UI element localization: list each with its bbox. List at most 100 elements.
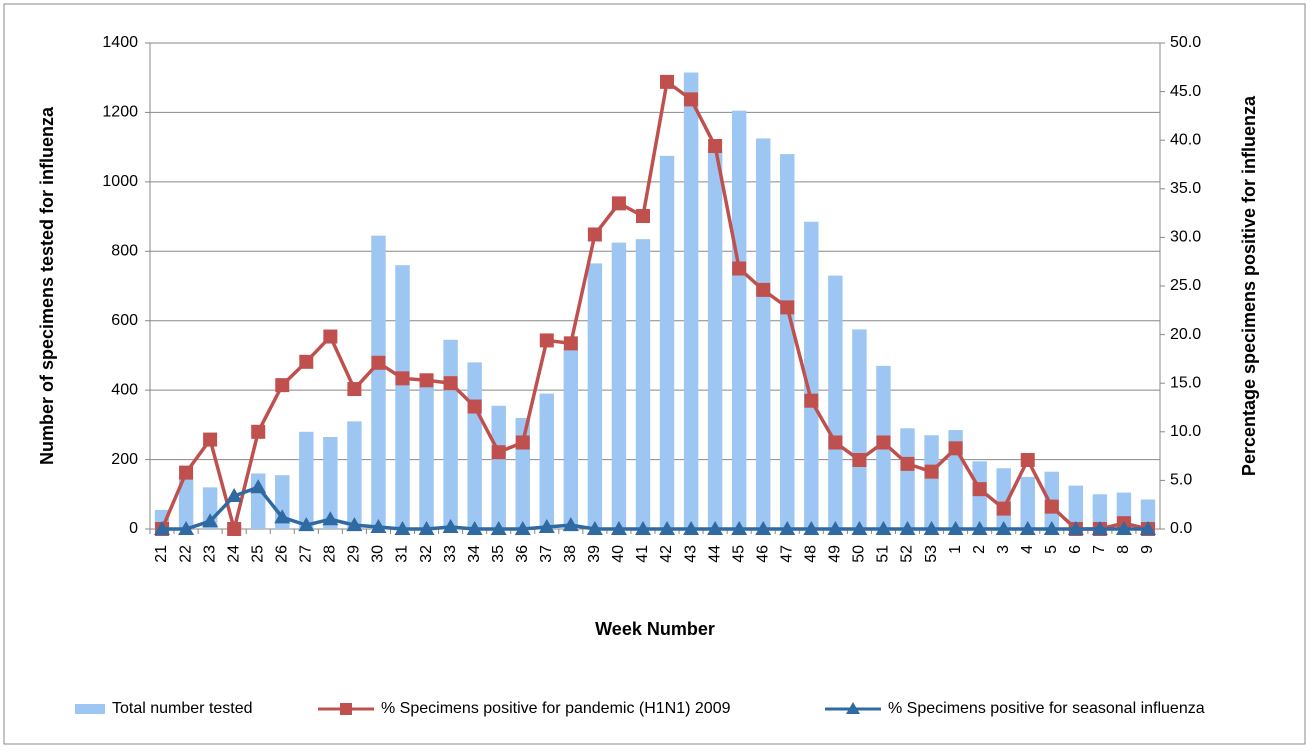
bar (780, 154, 795, 530)
marker (562, 517, 579, 532)
x-tick-label: 30 (370, 545, 387, 563)
bar (178, 476, 194, 529)
x-tick-label: 29 (346, 545, 363, 563)
x-tick-label: 49 (827, 545, 844, 563)
x-tick-label: 2 (971, 545, 988, 554)
x-tick-label: 22 (177, 545, 194, 563)
bar (756, 138, 771, 529)
marker (1020, 452, 1035, 467)
marker (227, 522, 242, 536)
marker (490, 521, 507, 535)
marker (732, 261, 747, 276)
marker (708, 139, 723, 154)
bar (299, 431, 314, 529)
marker (274, 509, 291, 524)
x-tick-label: 35 (490, 545, 507, 563)
y2-tick-label: 30.0 (1170, 229, 1201, 246)
marker (948, 441, 963, 456)
marker (538, 519, 555, 534)
bar (828, 275, 843, 529)
y2-tick-label: 45.0 (1170, 83, 1201, 100)
bar (395, 265, 410, 529)
x-tick-label: 4 (1019, 545, 1036, 554)
y-tick-label: 400 (111, 381, 138, 398)
y-tick-label: 800 (111, 243, 138, 260)
x-tick-label: 3 (995, 545, 1012, 554)
marker (467, 399, 482, 414)
marker (563, 336, 578, 351)
x-tick-label: 48 (803, 545, 820, 563)
marker (900, 456, 915, 471)
x-tick-label: 51 (875, 545, 892, 563)
marker (1043, 521, 1060, 535)
marker (395, 371, 410, 386)
marker (178, 521, 195, 535)
marker (660, 74, 675, 89)
bar (371, 235, 386, 529)
x-tick-label: 37 (538, 545, 555, 563)
y2-tick-label: 50.0 (1170, 34, 1201, 51)
bar (563, 348, 579, 529)
marker (154, 521, 171, 535)
marker (202, 513, 219, 528)
y2-tick-label: 15.0 (1170, 374, 1201, 391)
marker (659, 521, 676, 535)
marker (275, 378, 290, 393)
x-axis-title: Week Number (595, 619, 715, 639)
x-tick-label: 34 (466, 545, 483, 563)
x-tick-label: 41 (634, 545, 651, 563)
marker (828, 435, 843, 450)
x-tick-label: 53 (923, 545, 940, 563)
bar (659, 155, 675, 530)
bar (852, 329, 867, 529)
x-tick-label: 26 (273, 545, 290, 563)
marker (515, 435, 530, 450)
x-tick-label: 5 (1043, 545, 1060, 554)
legend-label: % Specimens positive for pandemic (H1N1)… (381, 700, 731, 717)
chart-frame (3, 3, 1306, 745)
y2-tick-label: 5.0 (1170, 472, 1192, 489)
marker (466, 521, 483, 535)
x-tick-label: 33 (442, 545, 459, 563)
marker (179, 465, 194, 480)
y2-tick-label: 35.0 (1170, 180, 1201, 197)
bar (587, 263, 603, 529)
bar (539, 393, 554, 529)
x-tick-label: 38 (562, 545, 579, 563)
marker (1067, 521, 1084, 535)
marker (610, 521, 627, 535)
x-tick-label: 24 (225, 545, 242, 563)
x-tick-label: 40 (610, 545, 627, 563)
y-tick-label: 1200 (102, 104, 138, 121)
legend-label: Total number tested (112, 700, 253, 717)
y2-tick-label: 20.0 (1170, 326, 1201, 343)
marker (634, 521, 651, 535)
y2-tick-label: 25.0 (1170, 277, 1201, 294)
x-tick-label: 32 (418, 545, 435, 563)
marker (996, 501, 1011, 516)
marker (586, 521, 603, 535)
marker (804, 393, 819, 408)
y-tick-label: 1400 (102, 34, 138, 51)
marker (299, 354, 314, 369)
bar (491, 405, 506, 529)
x-tick-label: 21 (153, 545, 170, 563)
marker (851, 521, 868, 535)
marker (923, 521, 940, 535)
x-tick-label: 7 (1091, 545, 1108, 554)
marker (418, 521, 435, 535)
marker (1044, 499, 1059, 514)
x-tick-label: 28 (322, 545, 339, 563)
x-tick-label: 52 (899, 545, 916, 563)
bar (1020, 476, 1035, 529)
bar (443, 339, 458, 529)
x-tick-label: 1 (947, 545, 964, 554)
x-tick-label: 44 (706, 545, 723, 563)
bar (1068, 485, 1084, 529)
marker (924, 464, 939, 479)
marker (876, 435, 891, 450)
y-tick-label: 0 (129, 520, 138, 537)
marker (346, 517, 363, 532)
